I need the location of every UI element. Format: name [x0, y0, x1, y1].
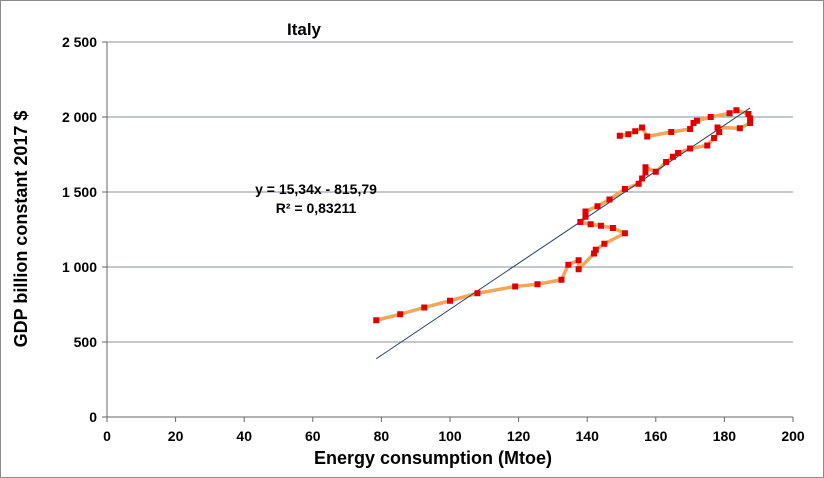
x-axis-title: Energy consumption (Mtoe) — [314, 448, 552, 468]
x-tick-label: 140 — [576, 428, 600, 444]
x-tick-label: 80 — [374, 428, 390, 444]
data-point — [632, 128, 639, 135]
data-point — [512, 283, 519, 290]
y-tick-label: 0 — [89, 409, 97, 425]
y-axis-title: GDP billion constant 2017 $ — [11, 111, 31, 348]
data-point — [669, 153, 676, 160]
data-point — [687, 126, 694, 132]
data-point — [652, 168, 659, 175]
x-tick-label: 60 — [305, 428, 321, 444]
x-tick-label: 0 — [103, 428, 111, 444]
data-point — [621, 230, 628, 237]
data-point — [707, 114, 714, 120]
data-point — [687, 145, 694, 152]
data-point — [587, 221, 594, 228]
data-point — [609, 225, 616, 231]
y-tick-label: 1 000 — [62, 259, 97, 275]
data-point — [635, 180, 642, 187]
data-point — [565, 261, 572, 268]
data-point — [711, 135, 718, 141]
x-tick-label: 20 — [168, 428, 184, 444]
data-point — [704, 142, 711, 149]
data-point — [582, 208, 589, 215]
x-tick-label: 100 — [438, 428, 462, 444]
data-point — [606, 196, 613, 203]
data-point — [747, 115, 754, 122]
x-tick-label: 200 — [781, 428, 805, 444]
x-tick-label: 160 — [644, 428, 668, 444]
data-point — [714, 124, 721, 131]
y-tick-label: 1 500 — [62, 184, 97, 200]
axis-layer: 0 500 1 000 1 500 2 000 2 500 0 20 40 60 80 100 120 1… — [62, 34, 805, 444]
data-point — [621, 186, 628, 192]
data-point — [642, 164, 649, 171]
trendline-r-squared: R² = 0,83211 — [276, 200, 357, 216]
trendline-equation: y = 15,34x - 815,79 — [255, 181, 377, 197]
data-point — [474, 290, 481, 297]
data-point — [575, 257, 582, 264]
data-point — [447, 297, 453, 304]
data-point — [644, 133, 651, 140]
grid-layer — [107, 41, 793, 343]
data-point — [558, 276, 565, 283]
data-point — [726, 110, 733, 117]
data-point — [690, 120, 697, 126]
data-point — [397, 311, 404, 318]
data-point — [625, 131, 632, 138]
x-tick-label: 40 — [236, 428, 252, 444]
data-point — [675, 150, 682, 156]
trendline — [375, 107, 751, 360]
data-point — [663, 159, 670, 165]
data-point — [639, 124, 646, 131]
x-tick-label: 120 — [507, 428, 531, 444]
data-point — [693, 117, 700, 124]
chart-title: Italy — [287, 20, 322, 39]
trend-layer — [375, 107, 751, 360]
y-tick-label: 500 — [74, 334, 98, 350]
data-point — [601, 240, 608, 247]
data-point — [716, 129, 723, 135]
data-point — [642, 169, 649, 176]
data-point — [582, 213, 589, 220]
x-tick-label: 180 — [713, 428, 737, 444]
line-layer — [374, 108, 752, 322]
data-point — [733, 107, 740, 114]
data-point — [745, 111, 752, 117]
data-point — [534, 281, 541, 288]
data-point — [421, 304, 428, 311]
series-connecting-line — [374, 108, 752, 322]
data-point — [597, 222, 604, 229]
data-point — [639, 175, 646, 182]
y-tick-label: 2 500 — [62, 34, 97, 50]
y-tick-label: 2 000 — [62, 109, 97, 125]
data-point — [668, 129, 675, 135]
data-point — [577, 219, 584, 225]
data-point — [747, 120, 754, 126]
data-point — [575, 266, 582, 273]
data-point — [373, 317, 380, 324]
data-point — [592, 246, 599, 253]
data-point — [736, 125, 743, 132]
data-point — [594, 203, 601, 210]
data-point — [616, 132, 623, 139]
data-point — [591, 250, 598, 257]
point-layer — [373, 107, 754, 324]
